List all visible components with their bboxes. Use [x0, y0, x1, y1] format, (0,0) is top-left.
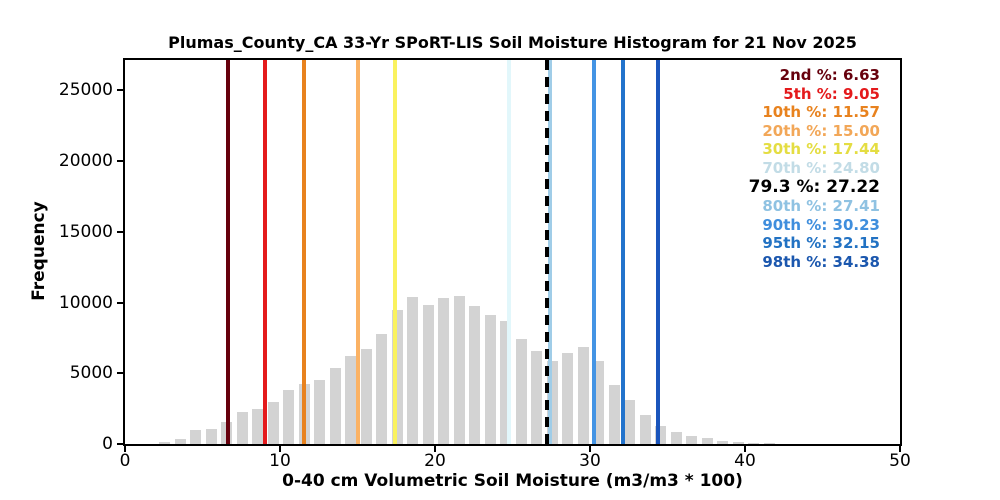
histogram-bar — [639, 415, 651, 444]
legend-row: 10th %: 11.57 — [762, 103, 880, 121]
percentile-line-5 — [263, 60, 268, 444]
histogram-bar — [515, 339, 527, 444]
histogram-bar — [174, 438, 186, 444]
x-tick-label: 10 — [269, 451, 291, 471]
y-tick-mark — [117, 230, 123, 233]
y-axis-label: Frequency — [29, 201, 49, 301]
legend-row: 70th %: 24.80 — [762, 158, 880, 177]
y-tick-label: 10000 — [58, 292, 113, 313]
percentile-line-20 — [355, 60, 360, 444]
percentile-legend: 2nd %: 6.63 5th %: 9.05 10th %: 11.57 20th … — [749, 66, 880, 271]
x-tick-mark — [434, 446, 436, 452]
y-tick-mark — [117, 89, 123, 92]
x-tick-mark — [744, 446, 746, 452]
histogram-bar — [190, 430, 202, 444]
percentile-line-70 — [507, 60, 512, 444]
histogram-bar — [283, 389, 295, 444]
percentile-line-98 — [655, 60, 660, 444]
histogram-bar — [267, 402, 279, 444]
percentile-line-30 — [393, 60, 398, 444]
y-tick-mark — [117, 301, 123, 304]
histogram-bar — [655, 425, 667, 444]
histogram-bar — [314, 380, 326, 444]
percentile-line-95 — [621, 60, 626, 444]
legend-row: 95th %: 32.15 — [762, 234, 880, 252]
histogram-bar — [531, 350, 543, 444]
x-tick-label: 20 — [424, 451, 446, 471]
y-tick-mark — [117, 372, 123, 375]
histogram-bar — [624, 400, 636, 444]
x-tick-label: 40 — [734, 451, 756, 471]
legend-row: 79.3 %: 27.22 — [748, 177, 880, 197]
x-axis-label: 0-40 cm Volumetric Soil Moisture (m3/m3 … — [282, 471, 743, 491]
histogram-bar — [438, 297, 450, 444]
y-tick-label: 25000 — [58, 80, 113, 101]
histogram-bar — [376, 334, 388, 444]
histogram-bar — [329, 367, 341, 444]
histogram-bar — [500, 321, 512, 444]
histogram-bar — [469, 306, 481, 444]
histogram-bar — [608, 384, 620, 444]
chart-title: Plumas_County_CA 33-Yr SPoRT-LIS Soil Mo… — [168, 33, 857, 52]
percentile-line-2 — [225, 60, 230, 444]
histogram-bar — [593, 361, 605, 444]
histogram-bar — [732, 441, 744, 444]
histogram-bar — [236, 412, 248, 444]
histogram-bar — [453, 296, 465, 444]
histogram-bar — [670, 432, 682, 444]
x-tick-label: 50 — [889, 451, 911, 471]
histogram-bar — [205, 429, 217, 444]
histogram-bar — [252, 408, 264, 444]
histogram-bar — [546, 361, 558, 444]
legend-row: 98th %: 34.38 — [762, 252, 880, 271]
x-tick-mark — [589, 446, 591, 452]
histogram-bar — [159, 441, 171, 444]
legend-row: 2nd %: 6.63 — [779, 66, 880, 84]
percentile-line-80 — [547, 60, 552, 444]
histogram-bar — [577, 347, 589, 444]
y-tick-label: 5000 — [69, 363, 113, 384]
histogram-bar — [717, 440, 729, 444]
y-tick-mark — [117, 443, 123, 445]
x-tick-mark — [279, 446, 281, 452]
histogram-bar — [484, 315, 496, 444]
legend-row: 80th %: 27.41 — [762, 197, 880, 215]
x-tick-mark — [899, 446, 901, 452]
y-tick-label: 15000 — [58, 221, 113, 242]
y-tick-mark — [117, 160, 123, 163]
y-tick-label: 0 — [102, 434, 113, 454]
plot-area: 2nd %: 6.63 5th %: 9.05 10th %: 11.57 20th … — [123, 58, 902, 446]
legend-row: 30th %: 17.44 — [762, 140, 880, 158]
legend-row: 5th %: 9.05 — [783, 84, 880, 103]
histogram-bar — [422, 304, 434, 444]
legend-row: 90th %: 30.23 — [762, 215, 880, 234]
percentile-line-79.3 — [544, 60, 549, 444]
x-tick-label: 30 — [579, 451, 601, 471]
histogram-bar — [701, 438, 713, 444]
percentile-line-10 — [302, 60, 307, 444]
histogram-bar — [562, 352, 574, 444]
histogram-bar — [686, 435, 698, 444]
x-tick-label: 0 — [119, 451, 131, 471]
histogram-bar — [345, 356, 357, 444]
histogram-bar — [748, 443, 760, 444]
y-tick-label: 20000 — [58, 151, 113, 172]
percentile-line-90 — [591, 60, 596, 444]
histogram-bar — [407, 296, 419, 444]
histogram-bar — [763, 443, 775, 444]
x-tick-mark — [124, 446, 126, 452]
histogram-bar — [360, 348, 372, 444]
legend-row: 20th %: 15.00 — [762, 121, 880, 140]
